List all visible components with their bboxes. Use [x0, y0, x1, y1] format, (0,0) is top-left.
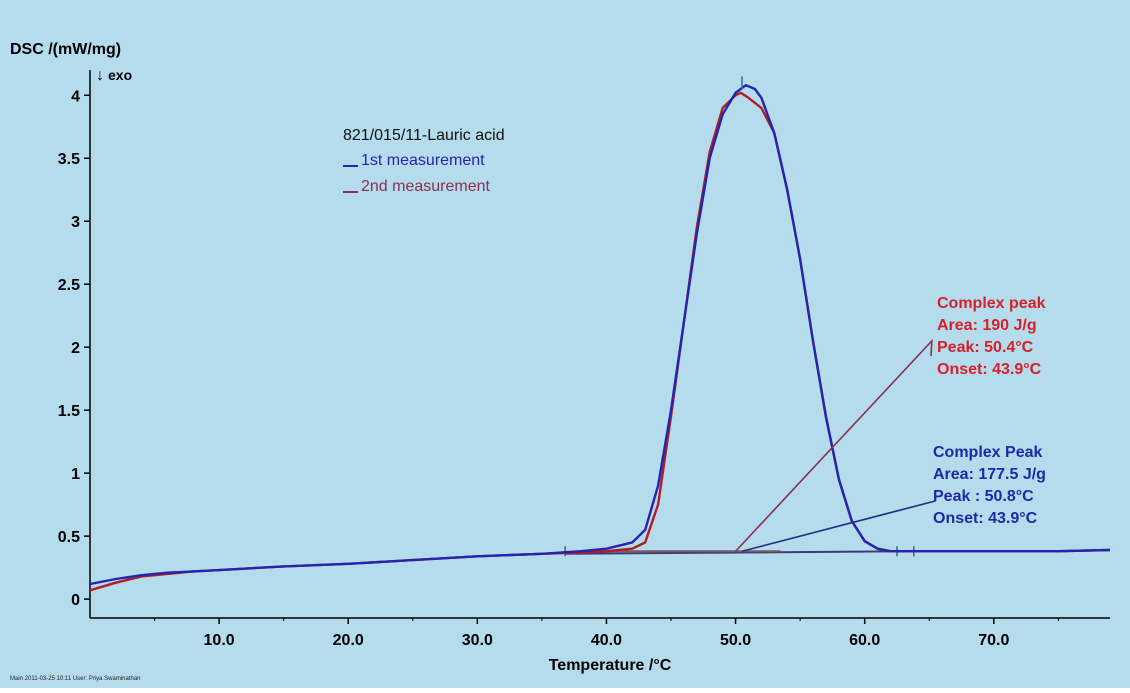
x-tick-label: 10.0	[204, 632, 235, 649]
annotation-line: Area: 177.5 J/g	[933, 466, 1046, 483]
y-tick-label: 3	[71, 214, 80, 231]
x-tick-label: 40.0	[591, 632, 622, 649]
annotation-line: Complex Peak	[933, 444, 1042, 461]
annotation-leader-1st	[741, 500, 936, 553]
legend-label-1st: 1st measurement	[361, 152, 485, 169]
x-tick-label: 70.0	[978, 632, 1009, 649]
baseline-1st	[565, 550, 910, 555]
x-tick-label: 20.0	[333, 632, 364, 649]
exo-arrow: ↓	[96, 67, 104, 84]
y-tick-label: 4	[71, 88, 80, 105]
y-axis-label: DSC /(mW/mg)	[10, 41, 121, 58]
y-tick-label: 1.5	[58, 403, 80, 420]
annotation-line: Area: 190 J/g	[937, 317, 1037, 334]
series-line-1st	[89, 84, 1111, 586]
y-tick-label: 2	[71, 340, 80, 357]
legend-item-2nd-measurement: 2nd measurement	[343, 178, 491, 195]
y-tick-label: 2.5	[58, 277, 80, 294]
x-tick-label: 60.0	[849, 632, 880, 649]
annotation-line: Onset: 43.9°C	[933, 510, 1038, 527]
y-tick-label: 1	[71, 466, 80, 483]
x-axis-label: Temperature /°C	[549, 657, 672, 674]
legend-label-2nd: 2nd measurement	[361, 178, 491, 195]
y-tick-label: 3.5	[58, 151, 80, 168]
annotation-line: Onset: 43.9°C	[937, 361, 1042, 378]
exo-label: exo	[108, 67, 132, 83]
tick-labels: 0 0.5 1 1.5 2 2.5 3 3.5 4 10.0 20.0 30.0 40.0 50.0 60.…	[58, 88, 1010, 649]
annotation-line: Peak : 50.8°C	[933, 488, 1034, 505]
series	[89, 76, 1111, 592]
legend-item-1st-measurement: 1st measurement	[343, 152, 485, 169]
footer-info: Main 2011-03-25 10:11 User: Priya Swamin…	[10, 676, 141, 682]
y-tick-label: 0	[71, 592, 80, 609]
legend-title: 821/015/11-Lauric acid	[343, 127, 505, 144]
annotation-line: Complex peak	[937, 295, 1046, 312]
annotation-complex-peak-2nd: Complex peak Area: 190 J/g Peak: 50.4°C Ons…	[937, 295, 1046, 378]
axes	[84, 70, 1110, 624]
annotation-leader-2nd	[734, 338, 933, 552]
annotation-line: Peak: 50.4°C	[937, 339, 1034, 356]
x-tick-label: 30.0	[462, 632, 493, 649]
x-tick-label: 50.0	[720, 632, 751, 649]
annotation-complex-peak-1st: Complex Peak Area: 177.5 J/g Peak : 50.8°C…	[933, 444, 1046, 527]
annotations: Complex peak Area: 190 J/g Peak: 50.4°C Ons…	[734, 295, 1046, 553]
y-tick-label: 0.5	[58, 529, 80, 546]
